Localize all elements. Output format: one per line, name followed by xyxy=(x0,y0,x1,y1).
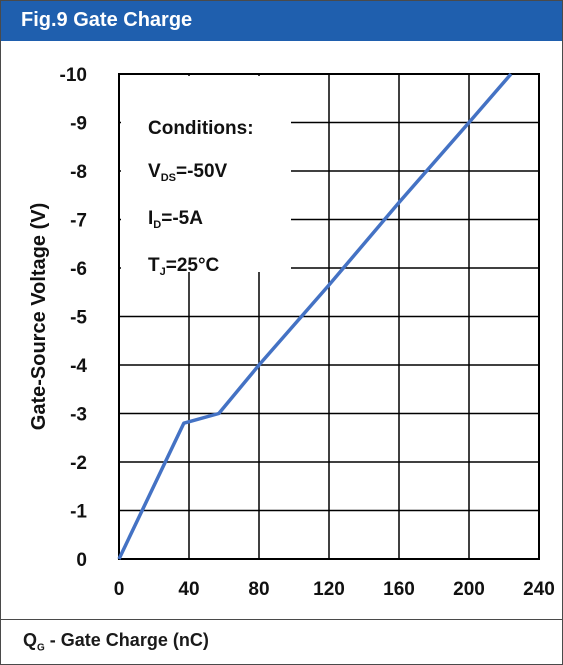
y-tick-label: -8 xyxy=(70,162,87,183)
y-tick-label: -10 xyxy=(60,65,87,86)
condition-line: TJ=25°C xyxy=(148,255,220,278)
y-tick-label: -4 xyxy=(70,356,87,377)
conditions-heading: Conditions: xyxy=(148,118,254,139)
figure-title: Fig.9 Gate Charge xyxy=(21,9,193,31)
x-axis-label-sub: G xyxy=(37,642,45,654)
x-axis-label-q: Q xyxy=(23,630,38,650)
y-tick-label: -3 xyxy=(70,405,87,426)
x-axis-label: QG - Gate Charge (nC) xyxy=(23,630,209,654)
x-axis-label-text: - Gate Charge (nC) xyxy=(44,630,209,650)
series-line xyxy=(117,72,513,560)
gate-charge-chart: Conditions: VDS=-50V ID=-5A TJ=25°C 0 40 80 12… xyxy=(28,65,555,600)
y-tick-label: -6 xyxy=(70,259,87,280)
x-tick-label: 240 xyxy=(523,579,555,600)
x-tick-label: 200 xyxy=(453,579,485,600)
conditions-box xyxy=(121,76,291,272)
condition-line: ID=-5A xyxy=(148,208,203,231)
y-tick-label: -9 xyxy=(70,114,87,135)
condition-line: VDS=-50V xyxy=(148,161,228,184)
y-tick-label: 0 xyxy=(76,550,87,571)
x-tick-label: 0 xyxy=(114,579,125,600)
figure-header: Fig.9 Gate Charge xyxy=(1,1,562,41)
y-tick-label: -2 xyxy=(70,453,87,474)
y-tick-label: -1 xyxy=(70,502,87,523)
y-tick-label: -5 xyxy=(70,308,87,329)
plot-area: Conditions: VDS=-50V ID=-5A TJ=25°C 0 40 80 12… xyxy=(1,41,562,618)
x-tick-label: 120 xyxy=(313,579,345,600)
x-tick-label: 80 xyxy=(248,579,269,600)
plot-border xyxy=(118,73,540,560)
y-axis-label: Gate-Source Voltage (V) xyxy=(28,203,50,430)
x-tick-label: 160 xyxy=(383,579,415,600)
x-tick-label: 40 xyxy=(178,579,199,600)
y-tick-label: -7 xyxy=(70,211,87,232)
footer-divider xyxy=(1,619,562,620)
